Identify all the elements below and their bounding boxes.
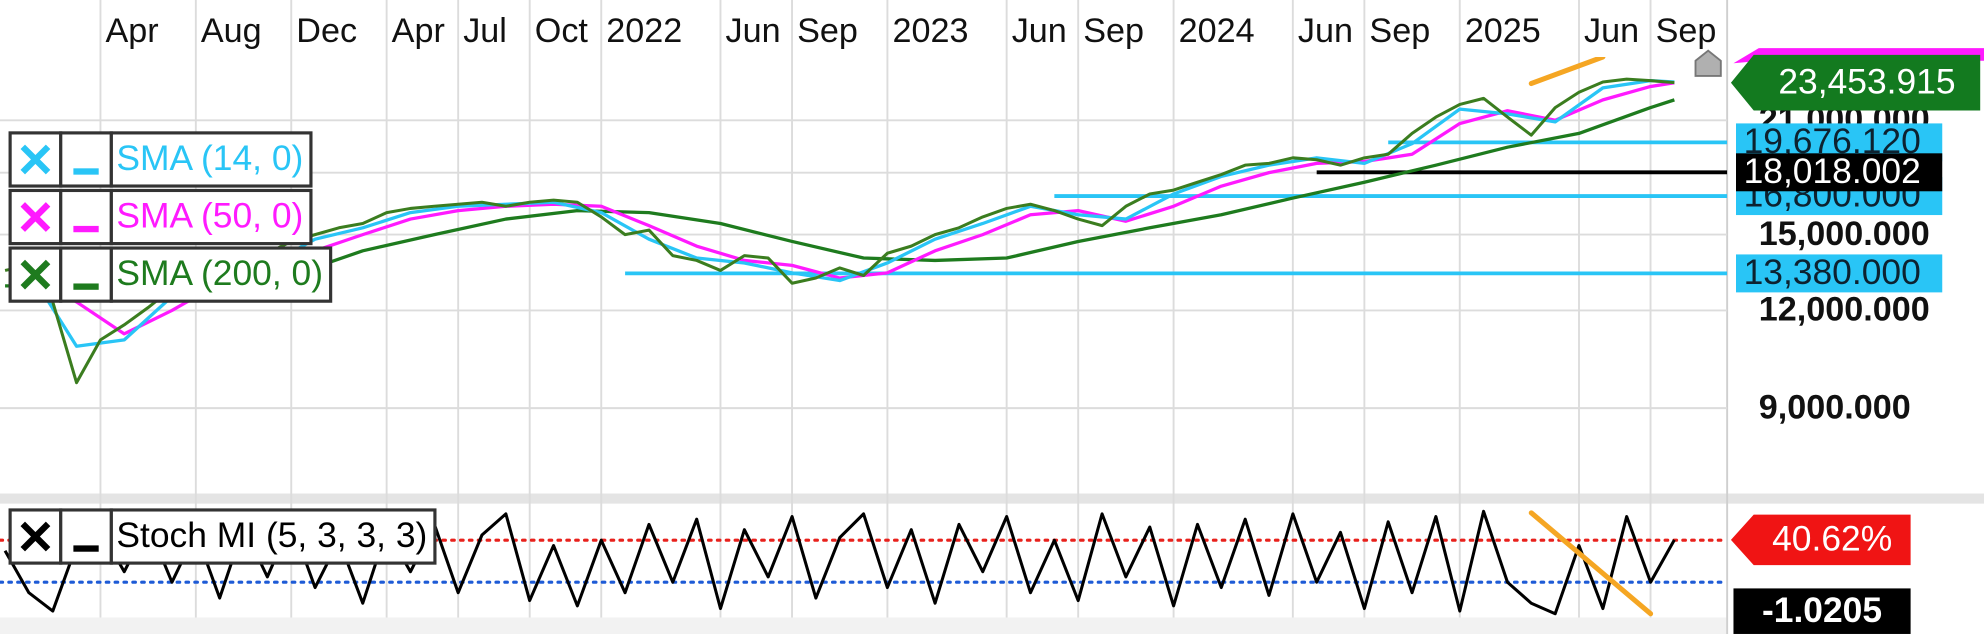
x-tick-label: Sep: [1083, 12, 1144, 50]
current-marker: [1694, 49, 1722, 77]
x-tick-label: Jul: [463, 12, 507, 50]
price-line: [4, 77, 1675, 385]
last-value-box: [1730, 54, 1981, 111]
right-axis: 9,000.00012,000.00015,000.00018,000.0002…: [1730, 54, 1981, 634]
x-tick-label: Sep: [797, 12, 858, 50]
legend-minimize-icon: [73, 168, 99, 175]
legend-label: SMA (50, 0): [116, 196, 303, 236]
x-tick-label: Dec: [296, 12, 357, 50]
cursor-value-label: -1.0205: [1762, 590, 1882, 630]
legend-label: SMA (14, 0): [116, 138, 303, 178]
x-tick-label: Apr: [106, 12, 159, 50]
y-tick-label: 9,000.000: [1759, 388, 1911, 426]
level-label: 13,380.000: [1744, 252, 1921, 292]
x-tick-label: Aug: [201, 12, 262, 50]
level-label: 18,018.002: [1744, 151, 1921, 191]
price-panel: [4, 56, 1728, 385]
x-tick-label: 2024: [1179, 12, 1255, 50]
x-tick-label: Jun: [1584, 12, 1639, 50]
last-value-box: [1730, 514, 1911, 566]
x-tick-label: 2023: [892, 12, 968, 50]
legend-label-box: [109, 508, 437, 565]
x-tick-label: Sep: [1369, 12, 1430, 50]
trendline: [1528, 56, 1606, 87]
legend-label-box: [109, 246, 333, 303]
last-value-label: 40.62%: [1772, 518, 1892, 558]
grid: Apr Aug Dec Apr Jul Oct 2022 Jun Sep 2023 Jun Sep 20…: [0, 0, 1728, 618]
x-tick-label: Oct: [535, 12, 589, 50]
y-tick-label: 15,000.000: [1759, 215, 1930, 253]
level-label-box: [1736, 254, 1943, 293]
legend-label: Stoch MI (5, 3, 3, 3): [116, 515, 427, 555]
legend-item: SMA (200, 0): [8, 246, 333, 303]
legend-item: Stoch MI (5, 3, 3, 3): [8, 508, 437, 565]
legend-label-box: [109, 188, 313, 246]
trendline: [1528, 510, 1654, 617]
x-tick-label: 2022: [606, 12, 682, 50]
bottom-band: [0, 617, 1728, 634]
legend-label: SMA (200, 0): [116, 253, 323, 293]
legend-icon-box: [59, 246, 113, 303]
level-label-box: [1736, 153, 1943, 192]
legend-close-icon: [20, 521, 51, 552]
legend-minimize-icon: [73, 225, 99, 233]
legend-item: SMA (14, 0): [8, 131, 313, 188]
legend-close-icon: [20, 144, 51, 175]
x-tick-label: Jun: [1012, 12, 1067, 50]
cursor-value-box: [1733, 588, 1911, 634]
panel-separator: [0, 493, 1984, 504]
x-tick-label: Sep: [1656, 12, 1717, 50]
x-tick-label: Apr: [392, 12, 445, 50]
x-tick-label: 2025: [1465, 12, 1541, 50]
legend-close-icon: [20, 259, 51, 290]
legend-label-box: [109, 131, 313, 188]
x-tick-label: Jun: [1298, 12, 1353, 50]
y-tick-label: 12,000.000: [1759, 291, 1930, 329]
legend-icon-box: [59, 131, 113, 188]
legend-minimize-icon: [73, 283, 99, 290]
x-tick-label: Jun: [726, 12, 781, 50]
legend-minimize-icon: [73, 545, 99, 552]
legend-icon-box: [59, 508, 113, 565]
legend-close-icon: [20, 202, 51, 232]
overlay: SMA (14, 0) SMA (50, 0) SMA (200, 0) Stoch …: [8, 48, 1984, 565]
legend-icon-box: [59, 188, 113, 246]
legend-item: SMA (50, 0): [8, 188, 313, 246]
last-value-label: 23,453.915: [1778, 61, 1955, 101]
